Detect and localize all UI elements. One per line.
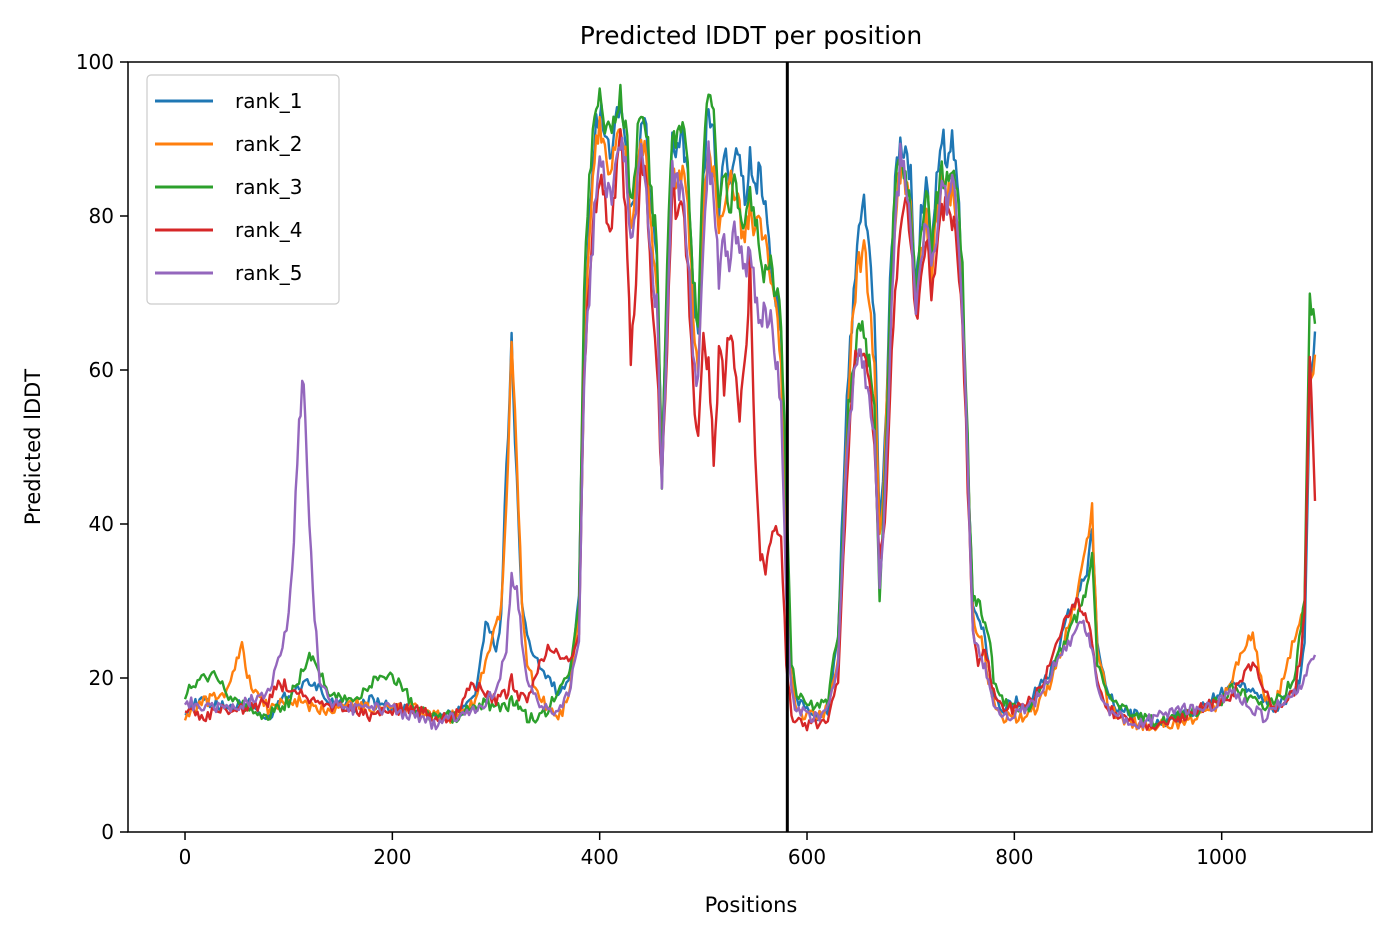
- y-tick-label: 40: [89, 512, 114, 536]
- y-tick-label: 80: [89, 204, 114, 228]
- legend-label-rank_1: rank_1: [235, 89, 302, 113]
- y-tick-label: 0: [101, 820, 114, 844]
- chart-title: Predicted lDDT per position: [580, 21, 922, 50]
- x-tick-label: 600: [788, 845, 826, 869]
- series-line-rank_5: [183, 136, 1317, 731]
- legend-label-rank_5: rank_5: [235, 261, 302, 285]
- x-axis: 0 200 400 600 800 1000: [179, 832, 1247, 869]
- x-tick-label: 400: [581, 845, 619, 869]
- y-axis: 0 20 40 60 80 100: [76, 50, 128, 844]
- legend-box: [146, 74, 340, 305]
- series-line-rank_3: [183, 83, 1317, 729]
- y-axis-label: Predicted lDDT: [21, 369, 45, 525]
- plot-frame: [127, 61, 1373, 833]
- y-tick-label: 60: [89, 358, 114, 382]
- legend-label-rank_3: rank_3: [235, 175, 302, 199]
- x-axis-label: Positions: [705, 893, 798, 917]
- x-tick-label: 200: [373, 845, 411, 869]
- series-layer: [183, 83, 1317, 732]
- y-tick-label: 100: [76, 50, 114, 74]
- x-tick-label: 800: [995, 845, 1033, 869]
- y-tick-label: 20: [89, 666, 114, 690]
- x-tick-label: 1000: [1196, 845, 1247, 869]
- legend: rank_1 rank_2 rank_3 rank_4 rank_5: [146, 74, 340, 305]
- legend-label-rank_2: rank_2: [235, 132, 302, 156]
- legend-label-rank_4: rank_4: [235, 218, 302, 242]
- plot-area: [183, 62, 1317, 832]
- x-tick-label: 0: [179, 845, 192, 869]
